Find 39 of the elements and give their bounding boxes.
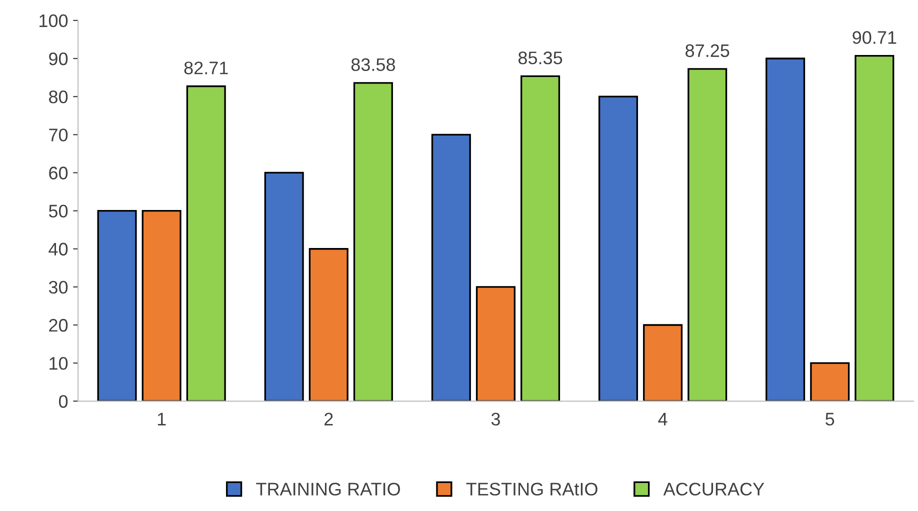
bar bbox=[643, 324, 683, 402]
y-tick-label: 20 bbox=[49, 318, 68, 332]
bar bbox=[810, 362, 850, 402]
bar bbox=[353, 82, 393, 402]
x-tick-label: 2 bbox=[324, 412, 333, 426]
bar bbox=[688, 68, 728, 402]
bar bbox=[766, 58, 806, 402]
bar bbox=[431, 134, 471, 402]
x-tick-label: 1 bbox=[158, 412, 166, 426]
y-tick-label: 50 bbox=[48, 204, 68, 218]
y-tick-label: 90 bbox=[49, 52, 68, 66]
bar bbox=[308, 248, 348, 402]
bar bbox=[476, 286, 516, 402]
x-tick-label: 5 bbox=[826, 412, 834, 426]
y-tick-label: 10 bbox=[50, 357, 68, 370]
x-tick-label: 3 bbox=[491, 412, 500, 426]
y-tick-label: 0 bbox=[58, 395, 68, 408]
data-label: 85.35 bbox=[518, 52, 562, 64]
y-tick-label: 80 bbox=[49, 90, 68, 104]
bar bbox=[854, 54, 894, 402]
bar bbox=[264, 172, 304, 402]
bar bbox=[97, 210, 137, 402]
y-tick-label: 70 bbox=[49, 128, 68, 142]
legend-label: ACCURACY bbox=[663, 482, 764, 496]
y-tick-label: 30 bbox=[48, 280, 68, 294]
data-label: 90.71 bbox=[852, 31, 896, 44]
bar bbox=[186, 85, 226, 402]
y-tick-label: 40 bbox=[48, 242, 68, 256]
data-label: 83.58 bbox=[351, 58, 396, 72]
legend-label: TESTING RAtIO bbox=[466, 482, 598, 496]
data-label: 87.25 bbox=[686, 44, 730, 58]
legend-label: TRAINING RATIO bbox=[256, 482, 400, 496]
bar bbox=[520, 75, 560, 402]
x-tick-label: 4 bbox=[658, 412, 668, 426]
y-tick-label: 60 bbox=[49, 166, 68, 180]
bar bbox=[142, 210, 182, 402]
y-tick-label: 100 bbox=[40, 14, 68, 28]
bar bbox=[598, 96, 638, 402]
data-label: 82.71 bbox=[184, 62, 228, 74]
